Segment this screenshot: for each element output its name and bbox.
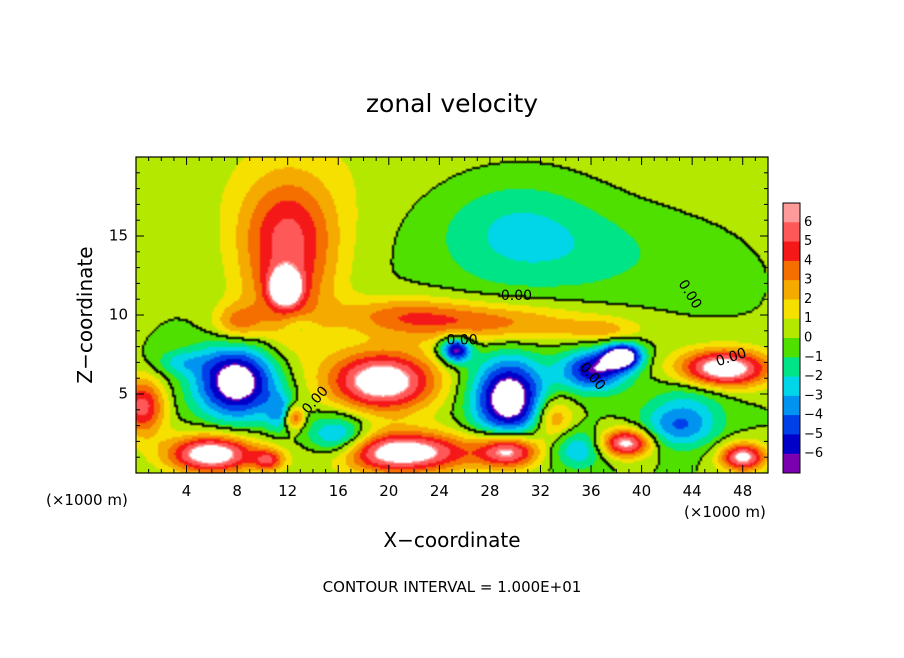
colorbar-frame <box>782 202 801 474</box>
x-unit-left: (×1000 m) <box>46 491 128 509</box>
colorbar-swatch <box>783 338 800 358</box>
x-tick-label: 24 <box>430 482 449 500</box>
colorbar-label: −5 <box>804 427 823 442</box>
colorbar-label: 4 <box>804 253 812 268</box>
colorbar-label: 6 <box>804 215 812 230</box>
y-tick-label: 10 <box>109 306 128 324</box>
colorbar-label: 3 <box>804 273 812 288</box>
colorbar: 6 5 4 3 2 1 0 −1 −2 −3 −4 −5 −6 <box>782 202 823 474</box>
x-tick-label: 12 <box>278 482 297 500</box>
colorbar-swatch <box>783 260 800 281</box>
x-axis-label: X−coordinate <box>383 528 520 552</box>
x-tick-label: 48 <box>733 482 752 500</box>
x-tick-label: 32 <box>531 482 550 500</box>
colorbar-label: 0 <box>804 331 812 346</box>
colorbar-label: 5 <box>804 234 812 249</box>
colorbar-label: −2 <box>804 369 823 384</box>
x-tick-label: 44 <box>683 482 702 500</box>
colorbar-swatch <box>783 203 800 223</box>
colorbar-swatch <box>783 453 800 474</box>
y-axis-label: Z−coordinate <box>73 246 97 383</box>
y-tick-label: 15 <box>109 227 128 245</box>
x-tick-label: 16 <box>329 482 348 500</box>
y-tick-label: 5 <box>118 385 128 403</box>
colorbar-swatch <box>783 241 800 262</box>
x-tick-label: 4 <box>182 482 192 500</box>
colorbar-label: 2 <box>804 292 812 307</box>
colorbar-swatch <box>783 280 800 300</box>
x-tick-label: 28 <box>480 482 499 500</box>
colorbar-swatch <box>783 299 800 320</box>
colorbar-swatch <box>783 415 800 435</box>
plot-area: 0.000.000.000.000.000.004 8 12 16 20 24 28 32 36… <box>109 156 769 500</box>
x-tick-label: 8 <box>232 482 242 500</box>
chart-title: zonal velocity <box>366 89 538 118</box>
contour-label: 0.00 <box>447 332 478 348</box>
contour-interval-note: CONTOUR INTERVAL = 1.000E+01 <box>323 578 582 596</box>
x-tick-label: 36 <box>581 482 600 500</box>
velocity-field <box>136 157 768 473</box>
colorbar-swatch <box>783 222 800 243</box>
colorbar-label: −6 <box>804 446 823 461</box>
colorbar-label: −3 <box>804 388 823 403</box>
colorbar-swatch <box>783 357 800 378</box>
colorbar-label: −4 <box>804 408 823 423</box>
x-tick-label: 40 <box>632 482 651 500</box>
colorbar-swatch <box>783 434 800 455</box>
colorbar-swatch <box>783 318 800 339</box>
x-unit-right: (×1000 m) <box>684 503 766 521</box>
colorbar-label: 1 <box>804 311 812 326</box>
colorbar-label: −1 <box>804 350 823 365</box>
x-tick-label: 20 <box>379 482 398 500</box>
colorbar-swatch <box>783 376 800 397</box>
contour-label: 0.00 <box>501 288 532 304</box>
colorbar-swatch <box>783 395 800 416</box>
